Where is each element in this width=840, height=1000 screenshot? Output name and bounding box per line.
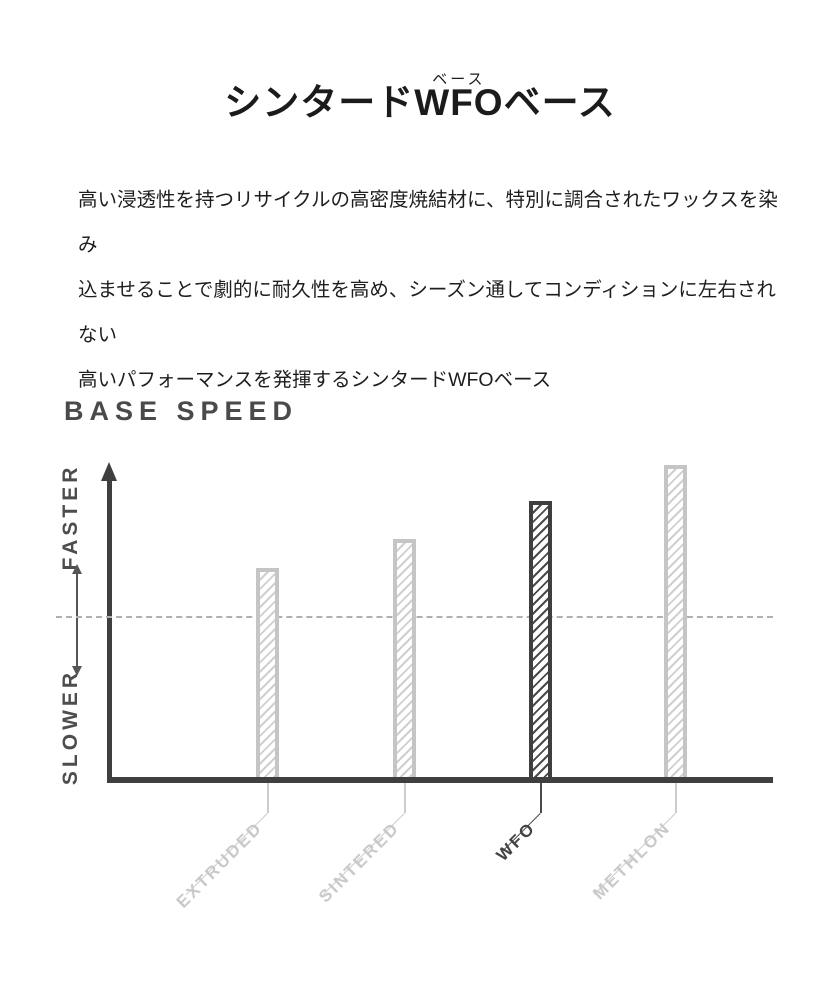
title-ruby-base: WFO (414, 81, 504, 123)
y-axis-label-slower: SLOWER (59, 668, 82, 786)
x-axis (107, 777, 773, 783)
category-label-methlon: METHLON (589, 818, 675, 904)
y-axis-arrowhead-icon (101, 462, 117, 481)
tick-extruded (267, 783, 269, 813)
y-axis (107, 479, 112, 783)
bar-methlon (664, 465, 687, 783)
tick-sintered (404, 783, 406, 813)
bar-extruded (256, 568, 279, 783)
bar-sintered (393, 539, 416, 783)
category-label-wfo: WFO (492, 818, 540, 865)
down-arrowhead-icon (72, 666, 82, 676)
description-line: 込ませることで劇的に耐久性を高め、シーズン通してコンディションに左右されない (78, 279, 776, 346)
category-label-extruded: EXTRUDED (172, 818, 267, 912)
title-ruby-text: ベース (414, 70, 504, 88)
page-title: シンタードWFOベースベース (0, 71, 840, 126)
description-line: 高い浸透性を持つリサイクルの高密度焼結材に、特別に調合されたワックスを染み (78, 189, 778, 256)
product-description: 高い浸透性を持つリサイクルの高密度焼結材に、特別に調合されたワックスを染み 込ま… (78, 178, 784, 403)
chart-title: BASE SPEED (64, 396, 299, 426)
description-line: 高いパフォーマンスを発揮するシンタードWFOベース (78, 369, 552, 391)
category-label-sintered: SINTERED (315, 818, 404, 907)
up-arrowhead-icon (72, 564, 82, 574)
bar-wfo (529, 501, 552, 783)
tick-wfo (540, 783, 542, 813)
double-arrow-line (76, 572, 78, 668)
title-ruby: WFOベース (414, 71, 504, 123)
tick-methlon (675, 783, 677, 813)
title-suffix: ベース (503, 81, 616, 123)
title-prefix: シンタード (224, 81, 415, 123)
